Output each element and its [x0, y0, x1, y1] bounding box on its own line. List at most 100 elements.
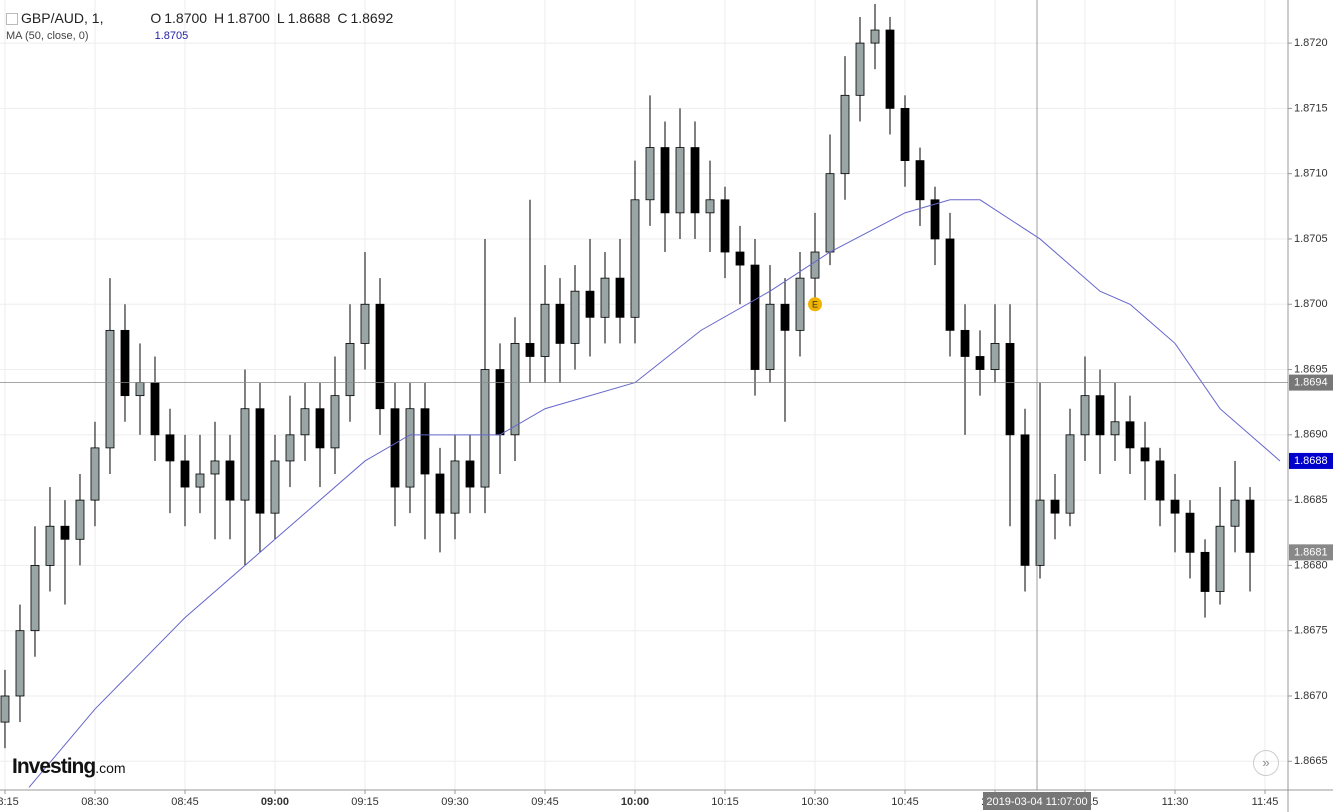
moving-average — [28, 199, 1281, 788]
candle-body — [435, 473, 445, 514]
c-label: C — [337, 10, 348, 26]
candle-body — [450, 460, 460, 514]
candle-body — [240, 408, 250, 501]
scroll-button[interactable]: » — [1253, 750, 1279, 776]
candle-body — [1155, 460, 1165, 501]
watermark-suffix: .com — [95, 760, 126, 776]
candle-body — [90, 447, 100, 501]
legend: GBP/AUD, 1, O 1.8700 H 1.8700 L 1.8688 C 1.8… — [6, 10, 396, 42]
x-tick-label: 10:30 — [801, 796, 829, 808]
candle-body — [630, 199, 640, 318]
x-tick-label: 08:30 — [81, 796, 109, 808]
low: 1.8688 — [287, 10, 331, 26]
candle-body — [135, 382, 145, 397]
candle-body — [45, 525, 55, 566]
collapse-icon[interactable] — [6, 13, 18, 26]
x-tick-label: 08:15 — [0, 796, 19, 808]
y-tick-label: 1.8705 — [1294, 233, 1328, 245]
candle-body — [420, 408, 430, 475]
candle-body — [180, 460, 190, 488]
y-tick-label: 1.8680 — [1294, 559, 1328, 571]
ma-label: MA (50, close, 0) — [6, 30, 89, 42]
candle-body — [1245, 499, 1255, 553]
candle-body — [990, 343, 1000, 370]
candle-body — [720, 199, 730, 253]
event-label: E — [812, 300, 818, 310]
candle-body — [690, 147, 700, 214]
y-tick-label: 1.8675 — [1294, 625, 1328, 637]
candle-body — [885, 29, 895, 109]
watermark-text: Investing — [12, 755, 96, 778]
candle-body — [510, 343, 520, 436]
candle-body — [795, 277, 805, 331]
candle-body — [1110, 421, 1120, 436]
candle-body — [345, 343, 355, 397]
candle-body — [645, 147, 655, 201]
candle-body — [495, 369, 505, 436]
price-label: 1.8688 — [1294, 455, 1328, 467]
candle-body — [480, 369, 490, 488]
candle-body — [960, 329, 970, 357]
x-tick-label: 10:45 — [891, 796, 919, 808]
high: 1.8700 — [227, 10, 270, 26]
candle-body — [855, 42, 865, 96]
candle-body — [465, 460, 475, 488]
open: 1.8700 — [164, 10, 208, 26]
y-tick-label: 1.8685 — [1294, 494, 1328, 506]
candle-body — [195, 473, 205, 488]
candle-body — [30, 565, 40, 632]
candle-body — [615, 277, 625, 318]
candle-body — [360, 303, 370, 344]
candle-body — [585, 290, 595, 318]
candle-body — [750, 264, 760, 370]
candle-body — [1035, 499, 1045, 566]
crosshair-x-box — [983, 792, 1092, 810]
y-tick-label: 1.8710 — [1294, 168, 1328, 180]
candle-body — [210, 460, 220, 475]
candle-body — [225, 460, 235, 501]
candle-body — [390, 408, 400, 488]
crosshair-x-label: 2019-03-04 11:07:00 — [986, 796, 1087, 808]
candle-body — [780, 303, 790, 331]
candle-body — [915, 160, 925, 201]
x-tick-label: 09:30 — [441, 796, 469, 808]
candle-body — [705, 199, 715, 214]
candle-body — [1125, 421, 1135, 449]
candle-body — [1065, 434, 1075, 514]
candle-body — [1170, 499, 1180, 514]
price-box — [1289, 452, 1333, 469]
candle-body — [660, 147, 670, 214]
event-marker — [808, 297, 823, 312]
candle-body — [255, 408, 265, 514]
candle-body — [165, 434, 175, 462]
x-tick-label: 09:15 — [351, 796, 379, 808]
candle-body — [375, 303, 385, 410]
candle-body — [0, 695, 10, 723]
candle-body — [975, 356, 985, 370]
candle-body — [15, 630, 25, 697]
y-tick-label: 1.8715 — [1294, 102, 1328, 114]
candle-body — [300, 408, 310, 436]
x-tick-label: 08:45 — [171, 796, 199, 808]
x-tick-label: 10:00 — [621, 796, 649, 808]
candle-body — [1095, 395, 1105, 436]
candle-body — [525, 343, 535, 357]
candle-body — [555, 303, 565, 344]
x-tick-label: 09:00 — [261, 796, 289, 808]
x-tick-label: 11:45 — [1252, 796, 1279, 808]
candle-body — [105, 329, 115, 449]
y-tick-label: 1.8720 — [1294, 37, 1328, 49]
candle-body — [930, 199, 940, 240]
candle-body — [900, 107, 910, 162]
o-label: O — [150, 10, 162, 26]
candle-body — [315, 408, 325, 449]
y-tick-label: 1.8665 — [1294, 755, 1328, 767]
candle-body — [870, 29, 880, 44]
candle-body — [840, 94, 850, 175]
x-tick-label: 11:30 — [1162, 796, 1189, 808]
candle-body — [1185, 512, 1195, 553]
candle-body — [825, 173, 835, 253]
y-tick-label: 1.8700 — [1294, 298, 1328, 310]
symbol: GBP/AUD, 1, — [21, 10, 104, 26]
